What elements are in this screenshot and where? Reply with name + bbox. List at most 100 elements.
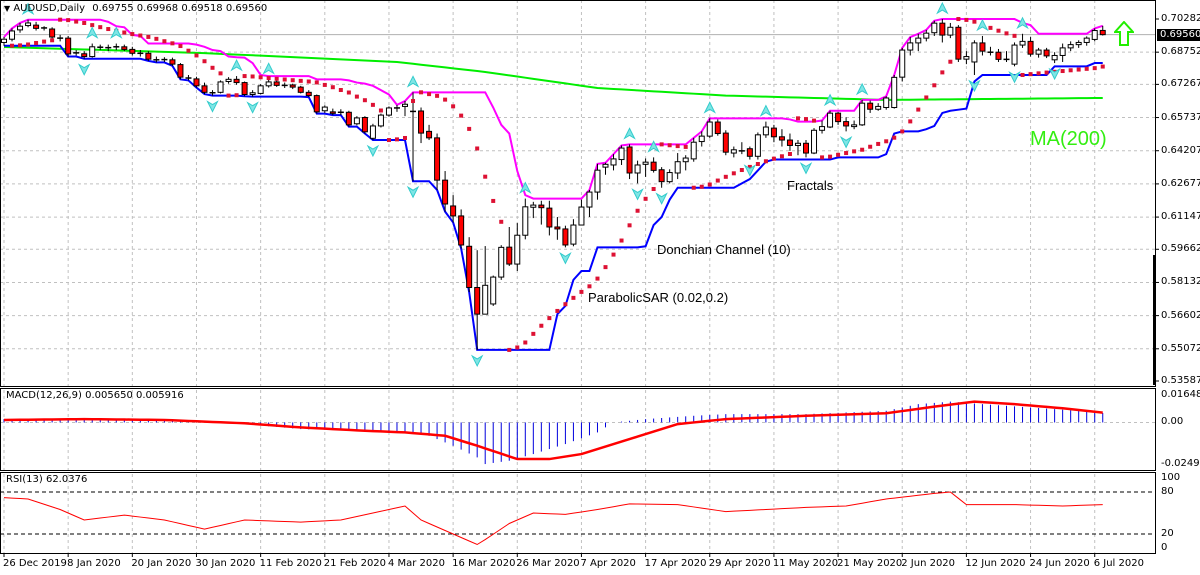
psar-dot [956,17,961,22]
candle-bull-body [794,142,801,146]
fractal-down-arrow [406,185,420,199]
candle-bear-body [658,169,665,183]
candle [666,169,673,184]
candle [1003,51,1010,62]
price-tick-label: 0.61147 [1161,211,1200,223]
date-tick-label: 12 Jun 2020 [965,558,1026,569]
psar-dot [435,93,440,98]
psar-dot [427,92,432,97]
psar-dot [1036,71,1041,76]
candle [899,47,906,82]
candle-bear-body [650,161,657,171]
candle [1051,52,1058,64]
candle-bear-body [289,84,296,88]
candle [819,120,826,134]
fractal-up-arrow [703,101,716,114]
candle [827,110,834,129]
candle [498,245,505,280]
candle-bull-body [1,38,7,43]
candle-bear-body [361,116,368,133]
candle-bull-body [1083,37,1090,43]
price-tick-label: 0.62677 [1161,177,1200,189]
candle-bull-body [666,172,673,183]
candle [89,43,96,58]
date-tick-label: 16 Mar 2020 [452,558,516,569]
candle [369,123,376,141]
psar-dot [34,40,39,45]
psar-dot [948,59,953,64]
candle [835,111,842,125]
candle [1091,28,1098,42]
psar-dot [771,156,776,161]
candle-bull-body [859,102,866,126]
candle [458,209,465,249]
candle-bear-body [121,46,128,50]
candle-bull-body [915,37,922,44]
candle [97,44,104,51]
candle-bear-body [867,102,874,110]
candle-bull-body [875,105,882,110]
psar-dot [403,135,407,140]
candle [730,146,737,158]
macd-panel[interactable] [0,400,1155,465]
candle-bull-body [1019,40,1026,46]
candle-bull-body [754,134,761,157]
candle-bull-body [353,117,360,125]
candle [738,142,745,155]
macd-header: MACD(12,26,9) 0.005650 0.005916 [6,390,184,401]
candle [233,76,240,85]
candle [674,153,681,180]
candle-bull-body [1059,47,1066,56]
price-tick-label: 0.56602 [1161,309,1200,321]
psar-dot [539,323,544,328]
candle [361,116,368,134]
candle-bear-body [538,204,545,209]
psar-dot [707,182,712,187]
date-tick-label: 30 Jan 2020 [195,558,256,569]
candle-bull-body [851,124,858,128]
candle [490,275,497,306]
candle [41,26,48,31]
psar-dot [194,53,199,58]
candle [145,51,152,61]
date-tick-label: 8 Jan 2020 [67,558,121,569]
candle [241,81,248,97]
psar-dot [675,144,680,149]
fractal-up-arrow [110,26,123,39]
psar-dot [1028,72,1033,77]
psar-dot [595,276,600,281]
candle [746,146,753,160]
psar-dot [314,80,319,85]
psar-dot [1020,72,1025,77]
candle [618,145,625,165]
candle-bear-body [65,37,72,55]
candle-bull-body [249,92,256,96]
psar-dot [563,302,568,307]
candle [514,223,521,272]
candle-bull-body [570,224,577,245]
psar-dot [860,147,865,152]
psar-dot [98,25,103,30]
date-tick-label: 11 May 2020 [772,558,839,569]
candle-bear-body [474,286,481,315]
candle-bear-body [434,137,441,181]
rsi-panel[interactable] [0,491,1155,546]
candle-bear-body [33,24,40,29]
price-panel[interactable] [1,1,1106,368]
candle [658,167,665,188]
psar-dot [170,41,175,46]
arrow-up-icon [1112,20,1136,50]
triangle-down-icon[interactable]: ▼ [4,4,11,13]
psar-dot [491,198,496,203]
candle [522,198,529,240]
candle [442,171,449,212]
candle-bear-body [546,207,553,228]
macd-tick-label: -0.024968 [1161,458,1200,469]
candle [297,85,304,94]
psar-dot [370,102,375,107]
candle [129,46,136,56]
candle [161,57,168,62]
psar-dot [691,185,696,190]
panel-frames [0,0,1159,557]
